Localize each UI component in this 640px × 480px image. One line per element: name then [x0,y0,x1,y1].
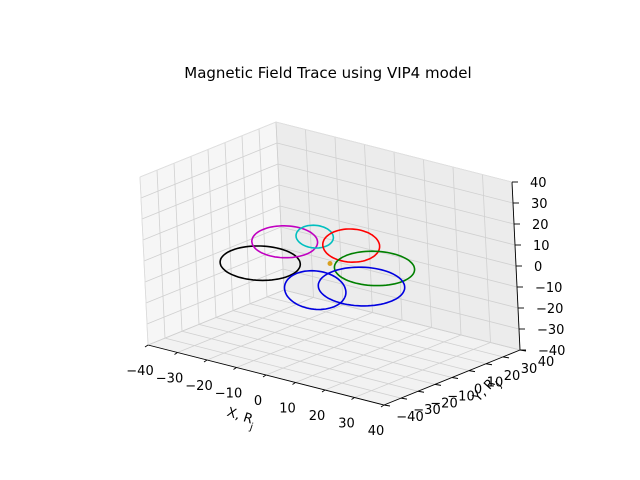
z-tick-label: 40 [530,176,547,191]
y-tick [468,370,476,373]
y-tick-label: −20 [430,396,457,411]
x-tick-label: 40 [368,424,385,439]
x-tick [233,367,237,370]
z-tick-label: 30 [531,197,548,212]
y-tick-label: −30 [413,403,440,418]
grid-line [145,247,283,304]
field-line-0 [219,245,302,282]
grid-line [146,268,284,325]
z-tick-label: −10 [535,281,562,296]
grid-line [215,317,453,378]
x-tick-label: −20 [185,379,212,394]
x-tick [144,344,149,348]
y-tick-label: −10 [447,389,474,404]
grid-line [142,184,280,241]
grid-line [266,296,504,358]
grid-line [198,323,436,385]
x-tick-label: 20 [309,409,326,424]
grid-line [282,268,520,330]
grid-line [147,289,285,346]
y-tick-label: 40 [538,355,555,370]
x-tick [351,397,355,400]
pane-edge [139,121,277,178]
y-tick [485,363,493,366]
y-tick-label: −40 [396,410,423,425]
grid-line [141,163,279,220]
axis-lines [139,121,527,408]
x-tick-label: −30 [156,372,183,387]
y-tick-label: 0 [474,383,482,398]
grid-line [276,142,514,204]
z-tick-label: 20 [532,218,549,233]
y-tick [417,390,425,393]
y-tick [434,383,442,386]
x-tick [321,389,326,393]
x-tick [174,352,178,355]
y-tick [502,356,510,359]
grid-line [280,226,518,288]
grid-line [279,205,517,267]
grid-line [232,310,470,372]
tick-labels: −40 −30 −20 −10 0 10 20 30 40−30−20−10 0 10 20 30 40−… [126,176,565,439]
x-tick [203,359,208,363]
z-tick-label: 10 [533,239,550,254]
chart-title: Magnetic Field Trace using VIP4 model [184,64,471,82]
grid-line [143,205,281,262]
field-line-2 [283,269,347,311]
pane-edge [275,121,513,183]
z-tick-label: 0 [534,260,542,275]
x-tick-label: 0 [254,394,262,409]
x-axis-label: X, Rj [224,405,258,433]
y-tick-label: 20 [504,369,521,384]
grid-line [283,289,521,351]
grid-line [181,330,419,392]
y-tick [383,404,391,407]
field-line-4 [321,228,381,264]
x-tick-label: 10 [279,402,296,417]
z-tick-label: −20 [536,302,563,317]
y-tick-label: 10 [487,376,504,391]
grid-line [164,337,402,399]
field-line-3 [295,224,335,249]
z-tick-label: −30 [537,323,564,338]
grid-line [249,303,487,365]
grid-line [140,142,278,199]
grid-line [144,226,282,283]
y-tick [451,377,459,379]
pane-edge [139,176,149,346]
y-tick [400,397,408,400]
field-line-1 [250,225,319,259]
z-tick-label: −40 [538,344,565,359]
field-line-6 [317,266,406,307]
x-tick-label: 30 [338,417,355,432]
x-tick-label: −40 [126,364,153,379]
grid-line [277,163,515,225]
y-tick-label: 30 [521,362,538,377]
series-group [219,224,416,311]
grid-line [278,184,516,246]
planet-marker [327,261,333,266]
field-line-5 [333,250,416,287]
x-tick-label: −10 [215,387,242,402]
x-tick [262,374,267,378]
x-tick [380,404,385,408]
x-tick [292,382,296,385]
